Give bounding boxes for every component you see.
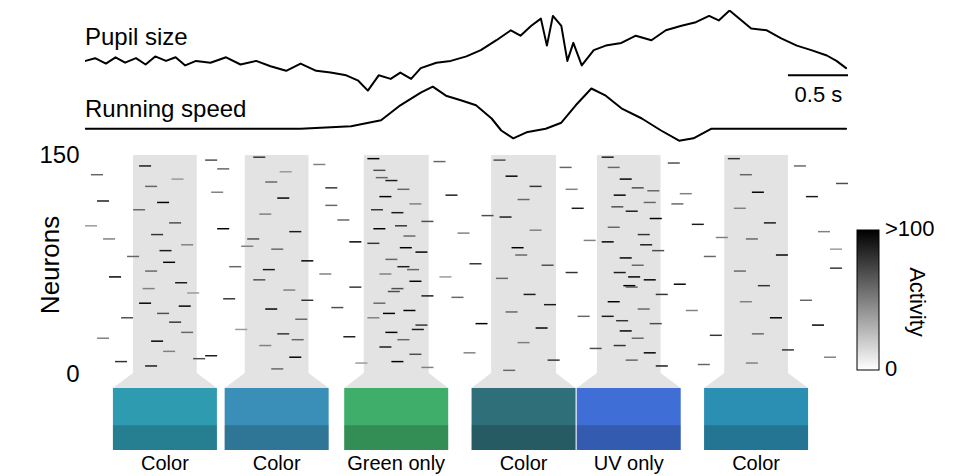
svg-text:Green only: Green only [347,452,445,474]
svg-text:Pupil size: Pupil size [85,23,188,50]
svg-text:Activity: Activity [905,267,930,337]
svg-text:Color: Color [141,452,189,474]
svg-text:Color: Color [253,452,301,474]
svg-text:>100: >100 [885,216,935,241]
svg-text:Color: Color [500,452,548,474]
svg-text:UV only: UV only [594,452,664,474]
svg-text:0.5 s: 0.5 s [795,82,843,107]
svg-text:Color: Color [732,452,780,474]
svg-text:Neurons: Neurons [35,216,65,314]
svg-text:0: 0 [66,360,79,387]
svg-text:0: 0 [885,356,897,381]
svg-text:150: 150 [39,141,79,168]
svg-text:Running speed: Running speed [85,95,246,122]
